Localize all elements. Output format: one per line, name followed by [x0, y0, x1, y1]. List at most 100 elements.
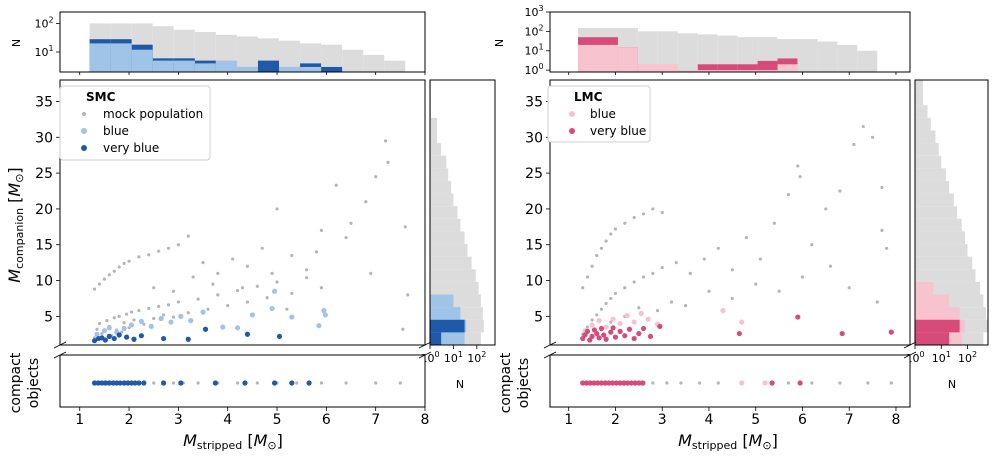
- smc-x-axis-label: Mstripped [M⊙]: [183, 431, 283, 452]
- very-blue-compact-point: [610, 380, 616, 386]
- mock-point: [800, 275, 805, 279]
- blue-point: [106, 325, 112, 331]
- mock-point: [880, 185, 884, 190]
- mock-compact-point: [344, 381, 348, 385]
- very-blue-compact-point: [160, 380, 167, 386]
- blue-hist-bar: [757, 70, 778, 72]
- blue-point: [128, 322, 135, 328]
- mock-hist-bar: [837, 44, 858, 72]
- blue-point: [188, 318, 194, 324]
- mock-point: [117, 314, 121, 318]
- very-blue-compact-point: [632, 380, 638, 386]
- mock-point: [216, 271, 220, 275]
- mock-point: [777, 289, 781, 293]
- mock-point: [112, 269, 116, 273]
- very-blue-point: [622, 333, 628, 339]
- very-blue-compact-point: [91, 380, 98, 386]
- legend-label-very-blue: very blue: [590, 124, 646, 138]
- mock-point: [632, 215, 636, 220]
- mock-point: [581, 286, 585, 290]
- mock-hist-bar: [321, 44, 343, 72]
- mock-compact-point: [786, 381, 791, 385]
- mock-point: [127, 326, 131, 330]
- mock-compact-point: [152, 381, 156, 385]
- mock-side-bar: [915, 143, 939, 156]
- very-blue-compact-point: [639, 380, 646, 386]
- blue-point: [631, 319, 637, 325]
- very-blue-point: [596, 335, 602, 341]
- mock-point: [107, 273, 111, 277]
- blue-point: [617, 320, 623, 327]
- mock-point: [637, 306, 641, 310]
- mock-point: [97, 321, 102, 326]
- very-blue-point: [106, 333, 112, 340]
- blue-hist-bar: [737, 70, 758, 72]
- mock-point: [285, 307, 289, 311]
- mock-point: [132, 318, 136, 322]
- mock-point: [265, 296, 269, 300]
- mock-point: [590, 318, 594, 322]
- blue-hist-bar: [598, 44, 618, 72]
- mock-point: [885, 246, 889, 250]
- mock-point: [604, 301, 608, 306]
- blue-point: [148, 323, 154, 329]
- mock-point: [401, 327, 405, 331]
- very-blue-compact-point: [769, 380, 775, 386]
- x-tick-label: 1: [564, 412, 573, 428]
- very-blue-point: [603, 336, 609, 342]
- mock-point: [870, 135, 875, 139]
- blue-point: [289, 314, 295, 320]
- mock-point: [240, 286, 245, 290]
- mock-point: [157, 304, 161, 308]
- mock-point: [828, 264, 833, 268]
- very-blue-point: [631, 335, 637, 342]
- mock-side-bar: [430, 269, 476, 282]
- mock-point: [124, 312, 129, 316]
- very-blue-compact-point: [136, 380, 142, 386]
- mock-hist-bar: [279, 40, 301, 72]
- y-tick-label: 15: [35, 238, 53, 254]
- mock-side-bar: [430, 231, 465, 245]
- strip-frame: [59, 354, 426, 408]
- y-tick-label: 35: [525, 94, 543, 110]
- mock-side-bar: [430, 168, 449, 181]
- mock-point: [270, 271, 274, 275]
- mock-side-bar: [430, 244, 468, 257]
- very-blue-compact-point: [242, 380, 248, 386]
- mock-side-bar: [915, 206, 958, 219]
- mock-point: [374, 175, 378, 179]
- y-tick-label: 30: [525, 130, 543, 146]
- very-blue-compact-point: [797, 380, 803, 386]
- mock-point: [609, 232, 613, 236]
- very-blue-point: [116, 332, 122, 338]
- blue-point: [739, 319, 745, 325]
- mock-point: [334, 183, 338, 187]
- very-blue-side-bar: [915, 332, 950, 345]
- very-blue-compact-point: [617, 380, 623, 386]
- very-blue-compact-point: [621, 380, 627, 386]
- mock-point: [314, 250, 319, 254]
- very-blue-point: [589, 333, 595, 340]
- mock-point: [386, 160, 390, 164]
- very-blue-point: [601, 332, 607, 338]
- lmc-legend: LMC blue very blue: [547, 85, 651, 143]
- mock-point: [305, 276, 309, 280]
- x-tick-label: 7: [845, 412, 854, 428]
- mock-hist-bar: [657, 31, 678, 72]
- y-tick-label: 10: [35, 274, 53, 290]
- mock-point: [122, 261, 126, 265]
- x-tick-label: 6: [322, 412, 331, 428]
- mock-point: [786, 192, 791, 197]
- mock-point: [226, 304, 230, 308]
- mock-point: [730, 296, 734, 301]
- mock-hist-bar: [236, 36, 258, 72]
- mock-point: [590, 264, 594, 268]
- blue-point: [168, 319, 174, 325]
- lmc-compact-objects-strip: 1 2 3 4 5 6 7 8: [543, 341, 917, 428]
- mock-compact-point: [374, 381, 378, 385]
- very-blue-point: [636, 330, 642, 337]
- mock-compact-point: [651, 381, 655, 385]
- mock-point: [137, 255, 141, 259]
- mock-point: [875, 300, 879, 304]
